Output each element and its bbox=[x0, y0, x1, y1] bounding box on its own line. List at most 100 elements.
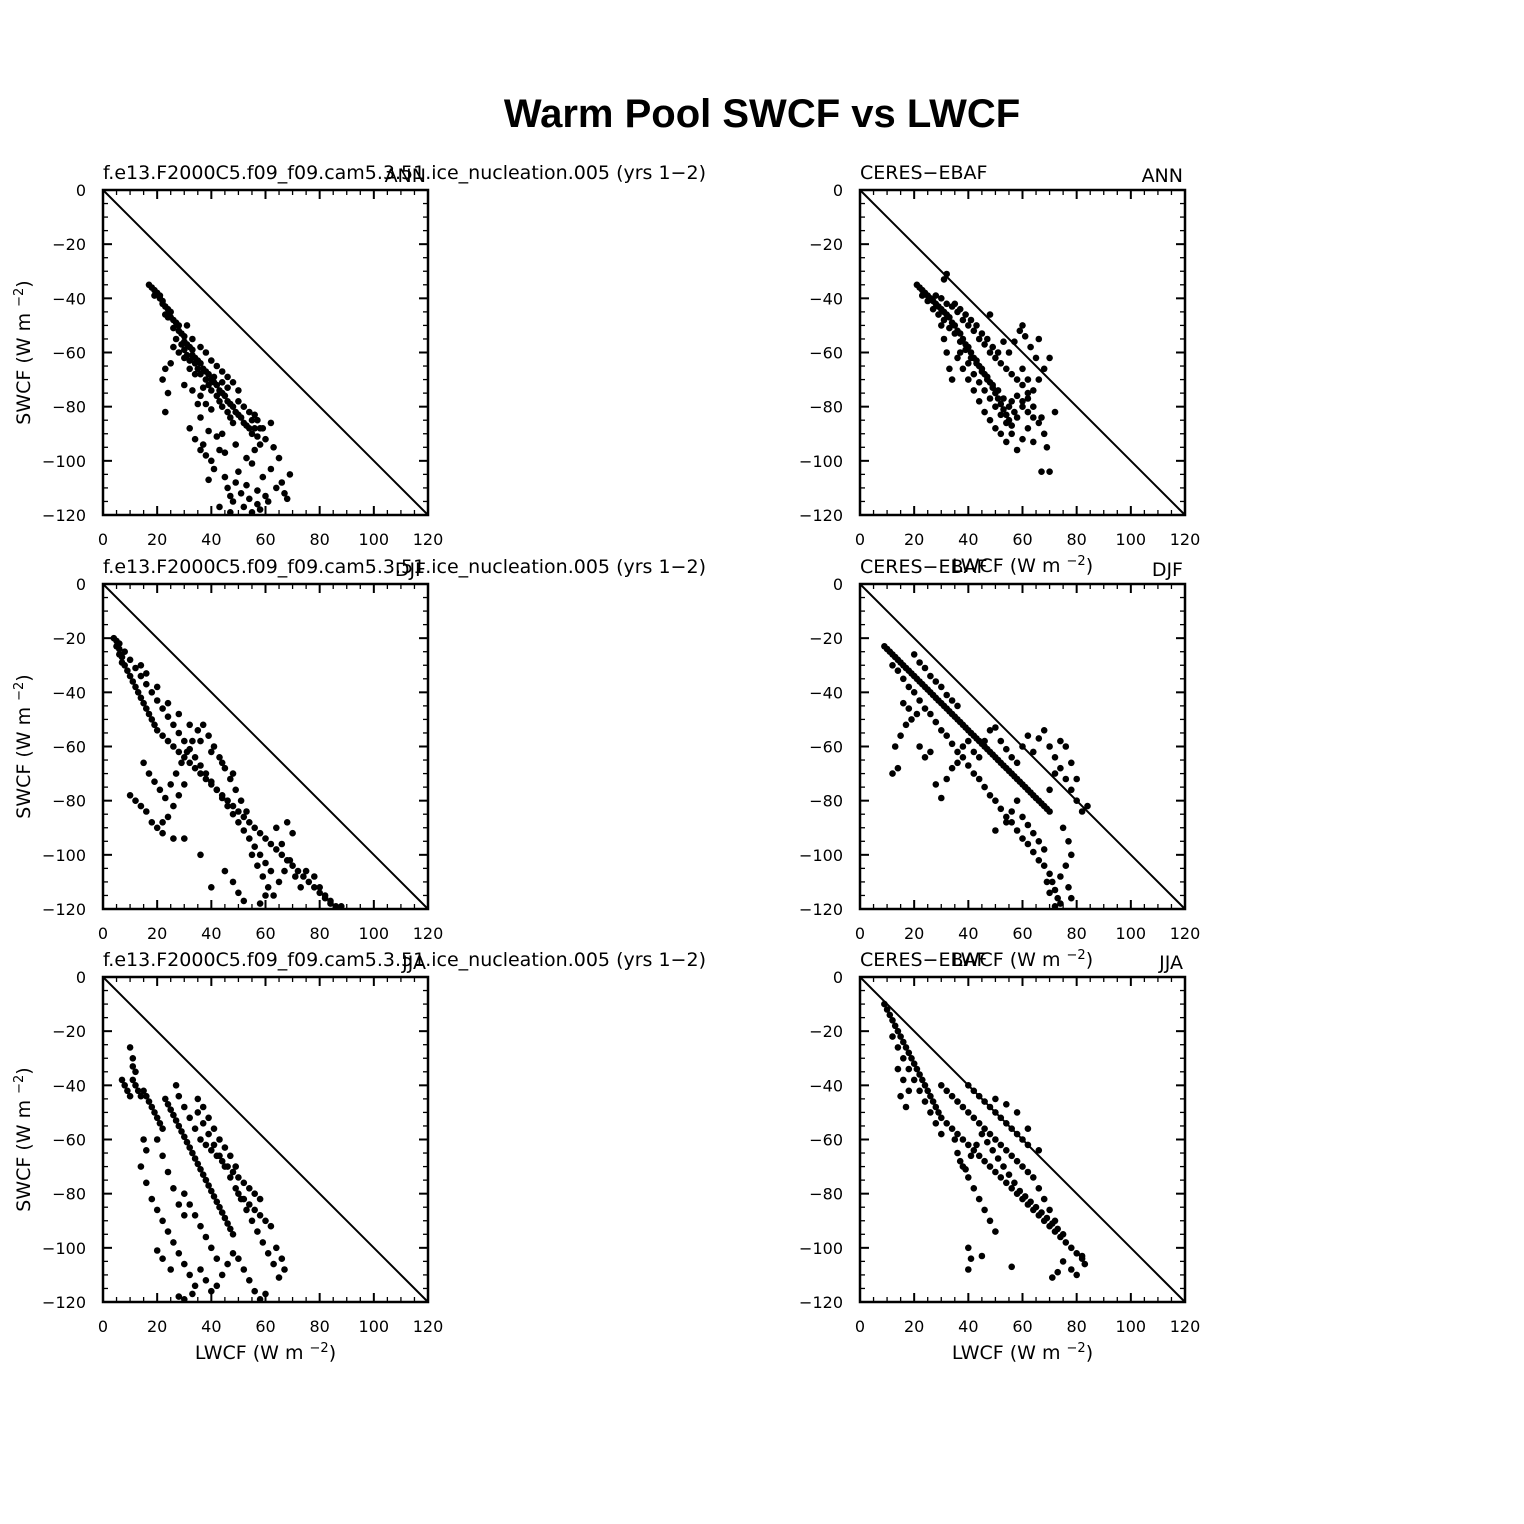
scatter-point bbox=[202, 1277, 210, 1284]
scatter-point bbox=[159, 1125, 166, 1132]
scatter-point bbox=[153, 1247, 161, 1254]
scatter-point bbox=[189, 335, 196, 343]
scatter-point bbox=[975, 754, 983, 761]
scatter-point bbox=[1040, 846, 1048, 853]
scatter-point bbox=[235, 1190, 242, 1197]
x-tick-label: 60 bbox=[255, 924, 275, 943]
scatter-point bbox=[216, 446, 223, 454]
scatter-point bbox=[913, 710, 921, 718]
scatter-point bbox=[1005, 403, 1013, 411]
scatter-point bbox=[148, 1195, 156, 1203]
scatter-point bbox=[170, 835, 177, 842]
y-tick-label: −60 bbox=[52, 344, 86, 363]
scatter-point bbox=[232, 479, 239, 486]
scatter-point bbox=[262, 1217, 269, 1225]
scatter-point bbox=[992, 827, 999, 834]
scatter-point bbox=[243, 481, 250, 489]
scatter-point bbox=[965, 1266, 972, 1273]
scatter-point bbox=[1003, 438, 1010, 446]
scatter-point bbox=[281, 867, 288, 875]
scatter-point bbox=[197, 1166, 204, 1173]
scatter-point bbox=[997, 805, 1005, 813]
scatter-point bbox=[213, 1282, 221, 1290]
scatter-point bbox=[143, 1092, 150, 1100]
scatter-point bbox=[1046, 468, 1053, 476]
scatter-point bbox=[205, 427, 212, 435]
scatter-point bbox=[178, 759, 185, 767]
y-tick-label: −100 bbox=[799, 846, 843, 865]
scatter-point bbox=[267, 867, 275, 875]
y-tick-label: −80 bbox=[809, 1185, 843, 1204]
scatter-point bbox=[189, 387, 196, 394]
scatter-point bbox=[975, 1152, 983, 1160]
scatter-point bbox=[1054, 1225, 1061, 1233]
x-tick-label: 40 bbox=[958, 1317, 978, 1336]
scatter-point bbox=[1003, 813, 1010, 821]
scatter-point bbox=[243, 808, 250, 815]
scatter-point bbox=[967, 316, 975, 324]
scatter-point bbox=[191, 1282, 199, 1290]
scatter-point bbox=[1016, 327, 1024, 335]
x-tick-label: 80 bbox=[309, 924, 329, 943]
scatter-point bbox=[151, 778, 158, 785]
scatter-points bbox=[110, 634, 345, 910]
x-tick-label: 20 bbox=[904, 530, 924, 549]
y-tick-label: −60 bbox=[809, 738, 843, 757]
scatter-point bbox=[156, 295, 164, 302]
scatter-point bbox=[186, 721, 193, 729]
scatter-point bbox=[216, 398, 223, 405]
scatter-point bbox=[202, 1233, 210, 1241]
scatter-point bbox=[137, 662, 145, 669]
scatter-point bbox=[224, 1260, 231, 1268]
y-tick-label: −40 bbox=[809, 683, 843, 702]
scatter-point bbox=[956, 1157, 964, 1165]
scatter-point bbox=[140, 699, 147, 707]
scatter-point bbox=[994, 1155, 1002, 1162]
scatter-point bbox=[186, 425, 193, 432]
scatter-point bbox=[984, 373, 991, 381]
scatter-point bbox=[954, 702, 961, 710]
scatter-point bbox=[256, 1195, 264, 1203]
scatter-point bbox=[316, 884, 324, 891]
scatter-point bbox=[197, 770, 204, 777]
scatter-point bbox=[1043, 1214, 1051, 1222]
y-tick-label: −20 bbox=[52, 1022, 86, 1041]
scatter-point bbox=[235, 1174, 242, 1181]
scatter-point bbox=[1019, 403, 1026, 411]
scatter-point bbox=[967, 354, 975, 362]
scatter-point bbox=[1011, 1179, 1018, 1187]
scatter-point bbox=[208, 406, 215, 413]
scatter-point bbox=[278, 1255, 286, 1262]
scatter-point bbox=[256, 506, 264, 513]
scatter-point bbox=[954, 1130, 961, 1138]
scatter-point bbox=[927, 748, 934, 756]
scatter-point bbox=[178, 341, 185, 348]
scatter-point bbox=[216, 1136, 223, 1143]
scatter-point bbox=[251, 824, 258, 832]
scatter-point bbox=[202, 400, 210, 408]
scatter-point bbox=[965, 1082, 972, 1089]
y-tick-label: −100 bbox=[799, 452, 843, 471]
scatter-point bbox=[1013, 1130, 1021, 1138]
scatter-point bbox=[1019, 1136, 1026, 1143]
scatter-point bbox=[997, 1141, 1005, 1149]
scatter-point bbox=[197, 414, 204, 421]
scatter-point bbox=[194, 1095, 202, 1103]
scatter-point bbox=[199, 1103, 207, 1111]
scatter-point bbox=[224, 373, 231, 381]
panel-title-left: f.e13.F2000C5.f09_f09.cam5.3.51.ice_nucl… bbox=[103, 556, 706, 578]
one-to-one-line bbox=[102, 583, 429, 910]
scatter-point bbox=[921, 754, 929, 761]
scatter-point bbox=[948, 764, 956, 772]
scatter-point bbox=[213, 433, 221, 440]
scatter-point bbox=[132, 1068, 139, 1076]
x-tick-label: 60 bbox=[1012, 1317, 1032, 1336]
scatter-point bbox=[1008, 754, 1015, 761]
scatter-point bbox=[197, 1222, 204, 1230]
scatter-point bbox=[943, 691, 950, 699]
scatter-point bbox=[1008, 398, 1015, 405]
scatter-point bbox=[264, 498, 272, 505]
scatter-point bbox=[1062, 862, 1070, 869]
y-tick-label: −120 bbox=[42, 1293, 86, 1312]
scatter-point bbox=[221, 1144, 229, 1151]
